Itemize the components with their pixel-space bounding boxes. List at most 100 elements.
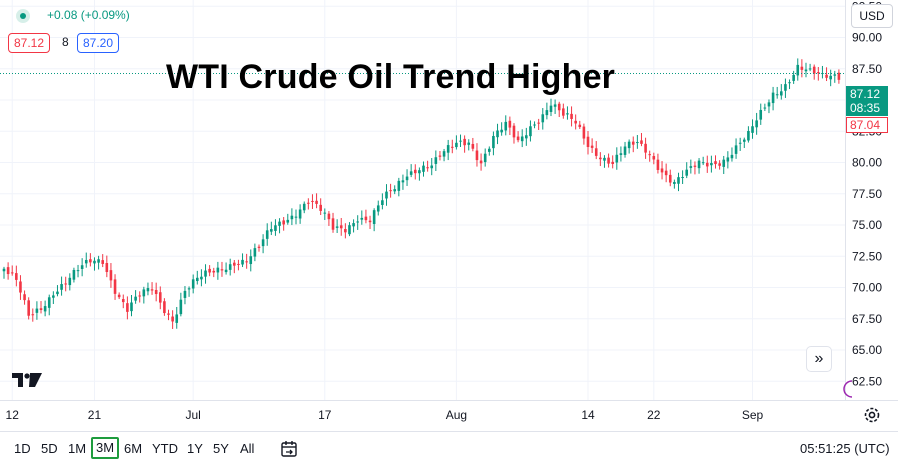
time-tick-label: 21: [88, 408, 102, 422]
range-1m[interactable]: 1M: [68, 441, 87, 456]
candle-body: [792, 74, 795, 81]
candle: [788, 79, 791, 90]
price-tick-label: 87.50: [852, 62, 882, 76]
candle-body: [742, 139, 746, 142]
scroll-to-realtime-button[interactable]: »: [806, 346, 832, 372]
candle: [372, 208, 376, 232]
sell-price-button[interactable]: 87.12: [8, 33, 51, 53]
candle-body: [311, 200, 314, 202]
candle: [405, 169, 409, 186]
candle-body: [705, 162, 709, 167]
candle: [401, 174, 405, 190]
candle: [422, 161, 425, 177]
price-tick-label: 70.00: [852, 281, 882, 295]
candle-body: [401, 180, 405, 183]
price-change: +0.08 (+0.09%): [47, 8, 130, 22]
range-ytd[interactable]: YTD: [152, 441, 178, 456]
calendar-goto-icon[interactable]: [279, 439, 299, 459]
candle: [697, 158, 701, 174]
range-5y[interactable]: 5Y: [213, 441, 229, 456]
candle: [590, 138, 594, 153]
candle: [278, 218, 281, 234]
candle-body: [549, 105, 553, 112]
range-3m[interactable]: 3M: [91, 437, 120, 459]
range-5d[interactable]: 5D: [41, 441, 58, 456]
candle: [471, 137, 475, 152]
candle-body: [825, 74, 828, 78]
candle: [656, 153, 660, 174]
candle: [319, 198, 322, 216]
candle: [84, 252, 88, 268]
candle: [636, 134, 639, 149]
candle: [627, 139, 631, 154]
candle-body: [204, 270, 207, 277]
candle: [344, 223, 347, 239]
candle: [154, 282, 158, 302]
candle-body: [319, 204, 322, 211]
candle: [339, 217, 343, 236]
candle: [463, 135, 466, 153]
candle: [35, 301, 39, 320]
candle-body: [446, 145, 450, 153]
candle: [759, 103, 763, 125]
candle-body: [755, 120, 758, 128]
candle-body: [274, 225, 277, 231]
candle: [738, 137, 742, 151]
candle-body: [677, 177, 680, 184]
candle-body: [418, 170, 421, 174]
candle-body: [376, 205, 380, 212]
candle-body: [788, 82, 791, 84]
time-tick-label: 12: [6, 408, 20, 422]
time-tick-label: 14: [581, 408, 595, 422]
candle-body: [442, 151, 446, 157]
candle: [496, 123, 499, 145]
candle-body: [574, 120, 577, 124]
candle-body: [607, 157, 610, 164]
candle-body: [714, 161, 717, 165]
candle: [537, 118, 540, 131]
candle: [253, 243, 257, 262]
candle-body: [302, 203, 306, 211]
candle-body: [105, 263, 109, 273]
range-6m[interactable]: 6M: [124, 441, 143, 456]
time-tick-label: Jul: [186, 408, 201, 422]
candle-body: [537, 122, 540, 124]
candle-body: [817, 72, 820, 74]
candle: [808, 63, 812, 72]
candle: [722, 155, 726, 175]
candle: [117, 292, 121, 300]
candle-body: [623, 146, 627, 155]
candle: [455, 135, 458, 150]
candle: [611, 155, 614, 169]
candle-body: [722, 159, 726, 167]
candle: [681, 170, 684, 184]
range-1y[interactable]: 1Y: [187, 441, 203, 456]
buy-price-button[interactable]: 87.20: [77, 33, 120, 53]
candle-body: [759, 109, 763, 120]
last-price-value: 87.12: [850, 87, 881, 101]
candle-body: [673, 181, 676, 184]
candle-body: [23, 294, 26, 301]
range-all[interactable]: All: [240, 441, 255, 456]
candle-body: [393, 189, 397, 192]
candle: [19, 275, 22, 300]
candle-body: [249, 256, 253, 265]
candle: [6, 262, 10, 280]
candle: [200, 269, 203, 287]
range-1d[interactable]: 1D: [14, 441, 31, 456]
price-tick-label: 62.50: [852, 374, 882, 388]
candle: [331, 212, 335, 233]
candle: [553, 99, 557, 114]
candle: [767, 99, 771, 114]
candle-body: [710, 163, 713, 166]
candle: [603, 155, 606, 168]
candle: [705, 155, 709, 173]
price-tick-label: 65.00: [852, 343, 882, 357]
candle-body: [763, 107, 767, 109]
candle-body: [200, 276, 203, 280]
candle-body: [771, 92, 775, 104]
currency-selector[interactable]: USD: [851, 4, 893, 28]
gear-icon[interactable]: [862, 405, 882, 425]
candle: [833, 70, 837, 83]
